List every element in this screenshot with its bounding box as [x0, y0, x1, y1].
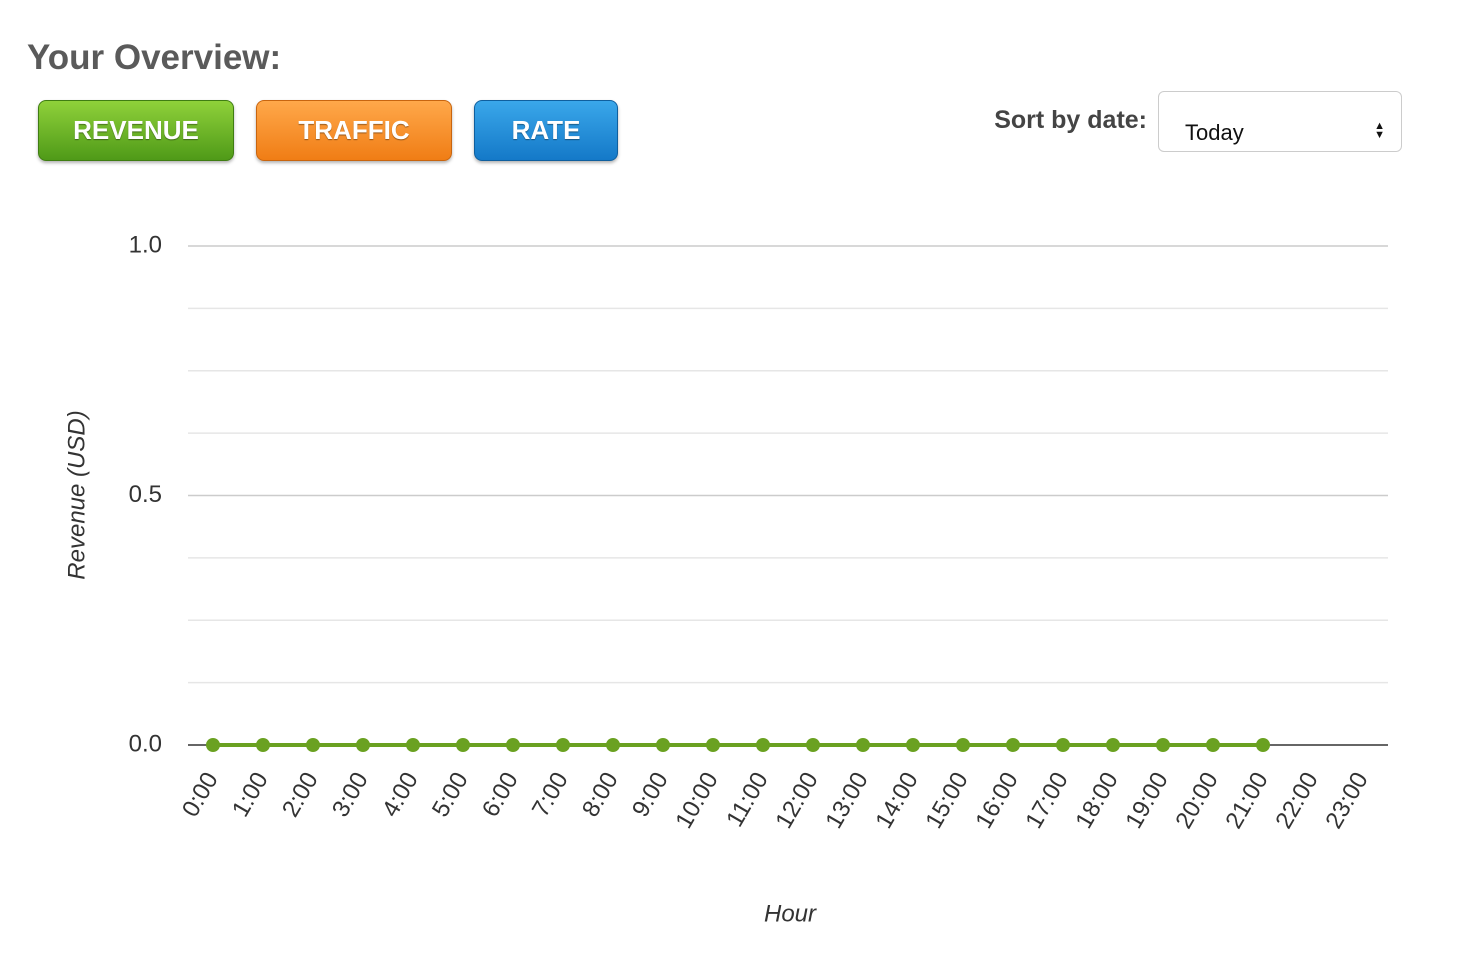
data-point: [1256, 738, 1270, 752]
data-point: [856, 738, 870, 752]
data-point: [756, 738, 770, 752]
x-tick-label: 14:00: [870, 768, 923, 834]
x-tick-label: 20:00: [1170, 768, 1223, 834]
x-tick-label: 2:00: [277, 768, 324, 822]
x-tick-label: 17:00: [1020, 768, 1073, 834]
revenue-button[interactable]: REVENUE: [38, 100, 234, 161]
x-tick-label: 13:00: [820, 768, 873, 834]
x-tick-label: 5:00: [427, 768, 474, 822]
data-point: [406, 738, 420, 752]
data-point: [306, 738, 320, 752]
x-tick-label: 18:00: [1070, 768, 1123, 834]
x-tick-label: 16:00: [970, 768, 1023, 834]
x-tick-label: 23:00: [1320, 768, 1373, 834]
page-title: Your Overview:: [27, 38, 282, 77]
x-tick-label: 11:00: [721, 768, 774, 832]
data-point: [356, 738, 370, 752]
x-tick-label: 0:00: [177, 768, 224, 822]
select-arrows: ▲ ▼: [1374, 120, 1385, 141]
data-point: [206, 738, 220, 752]
x-tick-label: 9:00: [627, 768, 674, 822]
data-point: [606, 738, 620, 752]
x-tick-label: 21:00: [1220, 768, 1273, 834]
x-tick-label: 3:00: [327, 768, 374, 822]
data-point: [806, 738, 820, 752]
y-tick-label: 0.5: [129, 481, 162, 508]
data-point: [1206, 738, 1220, 752]
x-tick-label: 8:00: [577, 768, 624, 822]
data-point: [456, 738, 470, 752]
sort-label: Sort by date:: [994, 106, 1147, 134]
data-point: [1006, 738, 1020, 752]
data-point: [1106, 738, 1120, 752]
traffic-button[interactable]: TRAFFIC: [256, 100, 452, 161]
x-tick-label: 7:00: [527, 768, 574, 822]
data-point: [906, 738, 920, 752]
data-point: [656, 738, 670, 752]
x-tick-label: 6:00: [477, 768, 524, 822]
x-tick-label: 10:00: [670, 768, 723, 834]
x-tick-label: 22:00: [1270, 768, 1323, 834]
x-axis-label: Hour: [764, 900, 817, 927]
data-point: [956, 738, 970, 752]
x-tick-label: 19:00: [1120, 768, 1173, 834]
data-point: [256, 738, 270, 752]
data-point: [556, 738, 570, 752]
data-point: [706, 738, 720, 752]
rate-button[interactable]: RATE: [474, 100, 618, 161]
data-point: [1156, 738, 1170, 752]
data-point: [506, 738, 520, 752]
y-tick-label: 1.0: [129, 231, 162, 258]
y-tick-label: 0.0: [129, 730, 162, 757]
x-tick-label: 15:00: [920, 768, 973, 834]
x-tick-label: 4:00: [377, 768, 424, 822]
date-select[interactable]: Today ▲ ▼: [1158, 91, 1402, 152]
y-axis-label: Revenue (USD): [63, 410, 90, 579]
x-tick-label: 12:00: [770, 768, 823, 834]
select-value: Today: [1185, 120, 1244, 145]
data-point: [1056, 738, 1070, 752]
x-tick-label: 1:00: [227, 768, 274, 822]
